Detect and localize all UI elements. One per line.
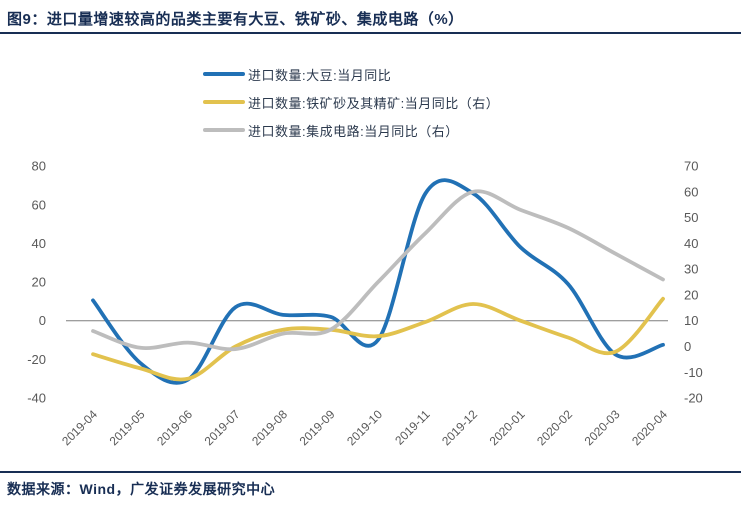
- data-source: 数据来源：Wind，广发证券发展研究中心: [7, 481, 276, 497]
- legend-label: 进口数量:大豆:当月同比: [248, 67, 392, 83]
- legend-item-soybean: 进口数量:大豆:当月同比: [203, 60, 499, 88]
- x-axis-date-label: 2020-01: [487, 407, 528, 448]
- chart-legend: 进口数量:大豆:当月同比 进口数量:铁矿砂及其精矿:当月同比（右） 进口数量:集…: [203, 60, 499, 144]
- left-axis-tick: 60: [32, 197, 46, 212]
- x-axis-date-label: 2019-05: [107, 407, 148, 448]
- legend-item-integrated-circuit: 进口数量:集成电路:当月同比（右）: [203, 116, 499, 144]
- legend-swatch-gray-icon: [203, 128, 245, 132]
- left-axis-tick: 0: [39, 313, 46, 328]
- right-axis-tick: 70: [684, 159, 698, 174]
- x-axis-date-label: 2019-08: [249, 407, 290, 448]
- legend-label: 进口数量:铁矿砂及其精矿:当月同比（右）: [248, 95, 500, 111]
- x-axis-date-label: 2019-04: [59, 407, 100, 448]
- left-axis-tick: -20: [27, 352, 46, 367]
- right-axis-tick: -10: [684, 365, 703, 380]
- left-axis-tick: 20: [32, 275, 46, 290]
- x-axis-date-label: 2019-06: [154, 407, 195, 448]
- integrated-circuit-line: [91, 189, 665, 352]
- left-axis-tick: 80: [32, 159, 46, 174]
- right-axis-tick: 0: [684, 339, 691, 354]
- x-axis-date-label: 2019-07: [202, 407, 243, 448]
- legend-item-iron-ore: 进口数量:铁矿砂及其精矿:当月同比（右）: [203, 88, 499, 116]
- right-axis-tick: 50: [684, 210, 698, 225]
- right-axis-tick: 10: [684, 313, 698, 328]
- left-axis-tick: -40: [27, 390, 46, 405]
- legend-swatch-blue-icon: [203, 72, 245, 76]
- title-divider: [0, 32, 741, 34]
- iron-ore-line: [91, 296, 665, 382]
- right-axis-tick: 30: [684, 262, 698, 277]
- figure-title: 图9：进口量增速较高的品类主要有大豆、铁矿砂、集成电路（%）: [7, 11, 464, 28]
- legend-label: 进口数量:集成电路:当月同比（右）: [248, 123, 459, 139]
- x-axis-date-label: 2019-10: [344, 407, 385, 448]
- x-axis-date-label: 2020-02: [534, 407, 575, 448]
- right-axis-tick: -20: [684, 391, 703, 406]
- right-axis-tick: 60: [684, 184, 698, 199]
- right-axis-tick: 40: [684, 236, 698, 251]
- footer-divider: [0, 471, 741, 473]
- x-axis-date-label: 2019-12: [439, 407, 480, 448]
- x-axis-date-label: 2019-11: [392, 407, 433, 448]
- legend-swatch-yellow-icon: [203, 100, 245, 104]
- x-axis-date-label: 2019-09: [297, 407, 338, 448]
- right-axis-tick: 20: [684, 287, 698, 302]
- x-axis-date-label: 2020-04: [629, 407, 670, 448]
- left-axis-tick: 40: [32, 236, 46, 251]
- x-axis-date-label: 2020-03: [582, 407, 623, 448]
